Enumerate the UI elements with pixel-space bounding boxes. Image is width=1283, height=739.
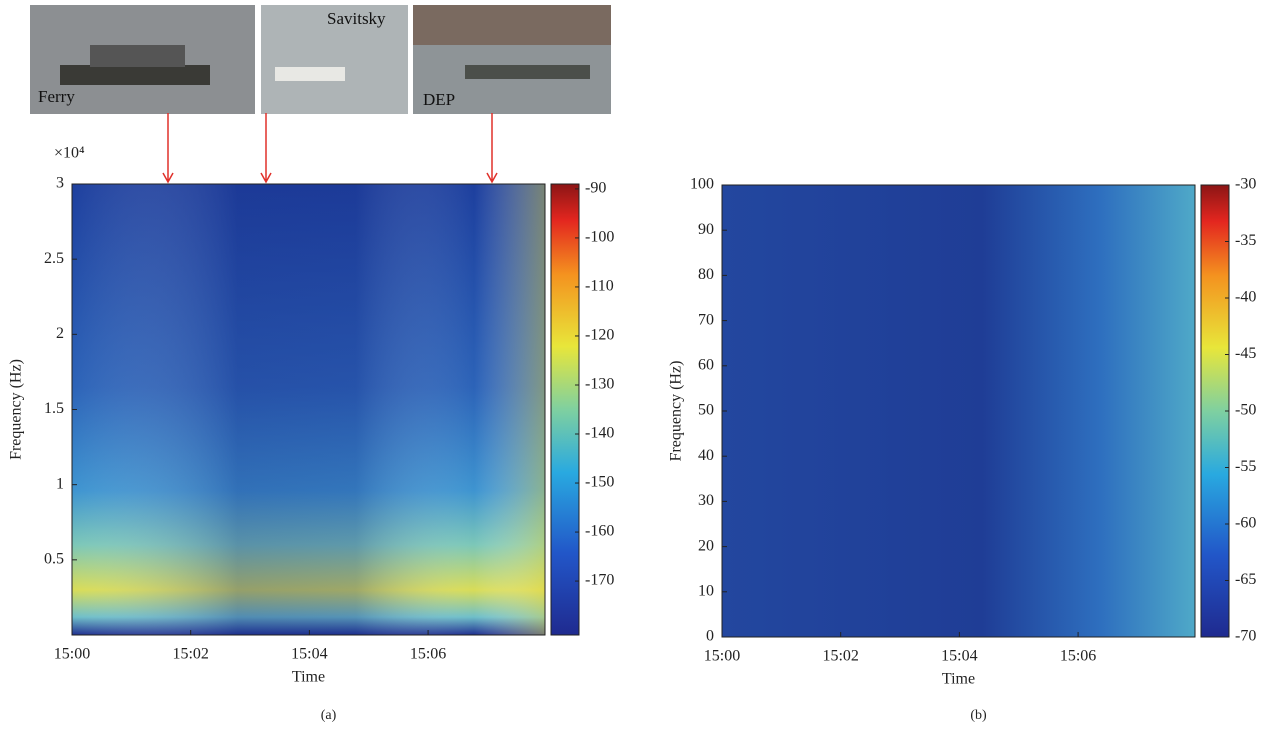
colorbar-tick-label: -35	[1235, 232, 1256, 249]
y-tick-label: 30	[698, 492, 714, 509]
photo-label: DEP	[423, 90, 455, 109]
colorbar-tick-label: -50	[1235, 402, 1256, 419]
photo-label: Savitsky	[327, 9, 386, 28]
y-tick-label: 60	[698, 356, 714, 373]
spectrogram-image	[72, 184, 545, 635]
y-tick-label: 1.5	[44, 400, 64, 417]
y-tick-label: 40	[698, 447, 714, 464]
photo-boat	[60, 65, 210, 85]
colorbar-tick-label: -150	[585, 474, 614, 491]
x-axis-label: Time	[292, 669, 325, 686]
y-tick-label: 80	[698, 266, 714, 283]
y-axis-label: Frequency (Hz)	[8, 359, 25, 460]
photo	[261, 5, 408, 114]
colorbar-tick-label: -70	[1235, 628, 1256, 645]
colorbar-tick-label: -40	[1235, 289, 1256, 306]
y-tick-label: 10	[698, 582, 714, 599]
colorbar-tick-label: -100	[585, 229, 614, 246]
y-tick-label: 2	[56, 325, 64, 342]
caption: (a)	[321, 708, 337, 723]
colorbar-tick-label: -110	[585, 278, 614, 295]
colorbar-tick-label: -65	[1235, 571, 1256, 588]
x-tick-label: 15:06	[1060, 648, 1096, 665]
y-tick-label: 90	[698, 221, 714, 238]
y-tick-label: 3	[56, 175, 64, 192]
colorbar-tick-label: -30	[1235, 176, 1256, 193]
x-tick-label: 15:02	[822, 648, 858, 665]
x-tick-label: 15:02	[172, 646, 208, 663]
colorbar-tick-label: -140	[585, 425, 614, 442]
y-tick-label: 0	[706, 628, 714, 645]
y-tick-label: 100	[690, 176, 714, 193]
colorbar-tick-label: -90	[585, 180, 606, 197]
colorbar-tick-label: -55	[1235, 458, 1256, 475]
colorbar-tick-label: -130	[585, 376, 614, 393]
y-tick-label: 20	[698, 537, 714, 554]
colorbar	[1200, 184, 1230, 638]
y-multiplier: ×10⁴	[54, 145, 85, 162]
colorbar-tick-label: -170	[585, 572, 614, 589]
photo-boat	[90, 45, 185, 67]
photo-boat	[465, 65, 590, 79]
colorbar	[550, 183, 580, 636]
colorbar-tick-label: -45	[1235, 345, 1256, 362]
photo-boat	[275, 67, 345, 81]
spectrogram-image	[722, 185, 1195, 637]
x-tick-label: 15:06	[410, 646, 446, 663]
x-tick-label: 15:00	[704, 648, 740, 665]
y-tick-label: 2.5	[44, 250, 64, 267]
colorbar-tick-label: -60	[1235, 515, 1256, 532]
photo-city	[413, 5, 611, 45]
y-tick-label: 50	[698, 402, 714, 419]
x-tick-label: 15:04	[941, 648, 977, 665]
caption: (b)	[970, 708, 987, 723]
colorbar-tick-label: -120	[585, 327, 614, 344]
y-tick-label: 70	[698, 311, 714, 328]
x-tick-label: 15:00	[54, 646, 90, 663]
x-axis-label: Time	[942, 671, 975, 688]
photo-label: Ferry	[38, 87, 75, 106]
arrows	[162, 113, 498, 184]
y-tick-label: 1	[56, 475, 64, 492]
colorbar-tick-label: -160	[585, 523, 614, 540]
x-tick-label: 15:04	[291, 646, 327, 663]
y-axis-label: Frequency (Hz)	[668, 361, 685, 462]
y-tick-label: 0.5	[44, 551, 64, 568]
